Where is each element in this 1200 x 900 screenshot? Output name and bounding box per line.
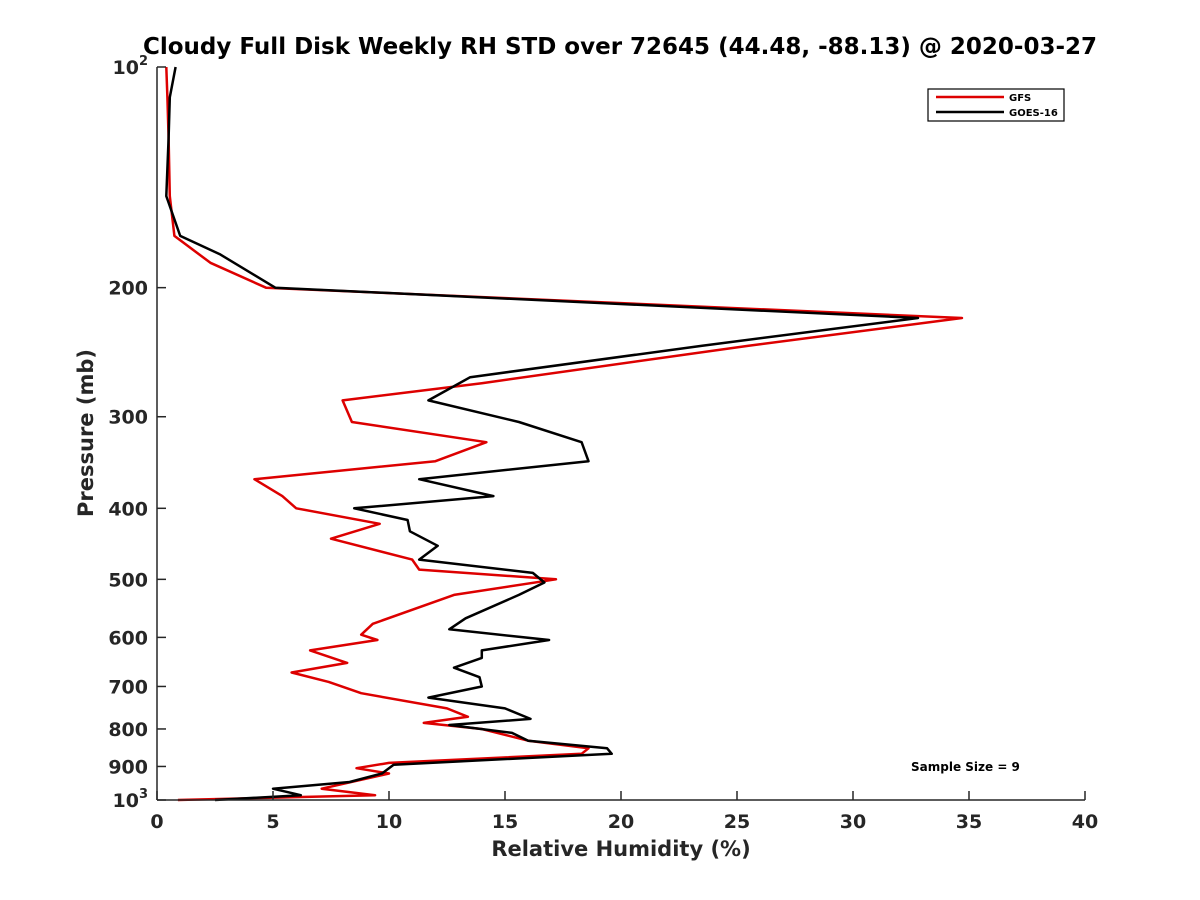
- series-line-gfs: [165, 66, 964, 802]
- y-tick-label: 200: [108, 278, 148, 300]
- x-tick-label: 10: [376, 811, 402, 833]
- x-tick-label: 0: [150, 811, 163, 833]
- chart-title: Cloudy Full Disk Weekly RH STD over 7264…: [143, 34, 1097, 60]
- y-tick-label: 102: [113, 54, 149, 79]
- x-tick-label: 40: [1072, 811, 1098, 833]
- series-line-goes-16: [165, 66, 920, 802]
- x-tick-label: 15: [492, 811, 518, 833]
- y-tick-label: 300: [108, 407, 148, 429]
- y-tick-label: 500: [108, 569, 148, 591]
- x-tick-label: 30: [840, 811, 866, 833]
- y-tick-label: 103: [113, 787, 149, 812]
- plot-area: [157, 67, 1085, 800]
- x-tick-label: 20: [608, 811, 634, 833]
- x-tick-label: 5: [266, 811, 279, 833]
- y-tick-label: 800: [108, 719, 148, 741]
- sample-size-annotation: Sample Size = 9: [911, 760, 1020, 774]
- legend-label-goes-16: GOES-16: [1009, 108, 1058, 119]
- y-tick-label: 400: [108, 498, 148, 520]
- legend-label-gfs: GFS: [1009, 93, 1031, 104]
- legend: GFS GOES-16: [927, 88, 1065, 122]
- x-tick-label: 35: [956, 811, 982, 833]
- series-layer: [165, 66, 964, 802]
- y-ticks: 102 200 300 400 500 600 700 800 900 103: [108, 54, 166, 812]
- y-tick-label: 900: [108, 756, 148, 778]
- y-tick-label: 600: [108, 627, 148, 649]
- y-axis-label: Pressure (mb): [74, 349, 98, 517]
- x-axis-label: Relative Humidity (%): [491, 837, 750, 861]
- x-ticks: 0 5 10 15 20 25 30 35 40: [150, 791, 1098, 833]
- y-tick-label: 700: [108, 676, 148, 698]
- x-tick-label: 25: [724, 811, 750, 833]
- legend-box: [927, 88, 1065, 122]
